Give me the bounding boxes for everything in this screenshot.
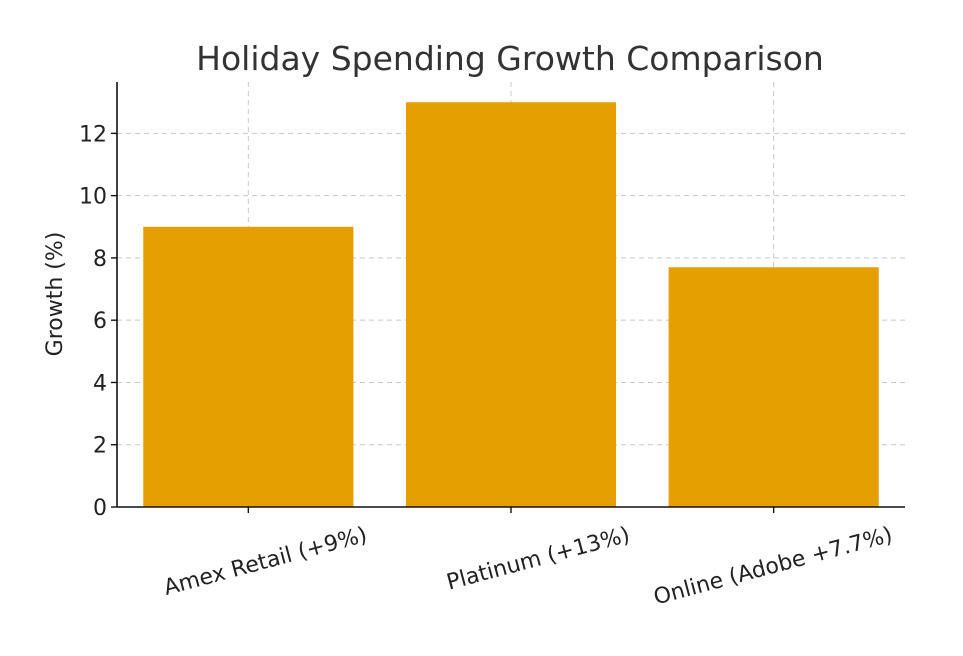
y-tick-label: 2 (93, 434, 107, 459)
y-tick-label: 10 (79, 185, 107, 210)
y-tick-label: 6 (93, 309, 107, 334)
x-tick-label: Amex Retail (+9%) (161, 523, 370, 601)
chart-title: Holiday Spending Growth Comparison (196, 39, 824, 78)
x-tick-label: Platinum (+13%) (444, 523, 632, 596)
x-tick-label: Online (Adobe +7.7%) (651, 523, 895, 611)
bar (668, 267, 879, 507)
y-tick-label: 0 (93, 496, 107, 521)
bar (143, 226, 354, 507)
y-axis-label: Growth (%) (43, 232, 68, 357)
bar (405, 102, 617, 507)
bars (143, 102, 879, 507)
y-tick-label: 12 (79, 122, 107, 147)
y-tick-label: 8 (93, 247, 107, 272)
y-tick-label: 4 (93, 371, 107, 396)
